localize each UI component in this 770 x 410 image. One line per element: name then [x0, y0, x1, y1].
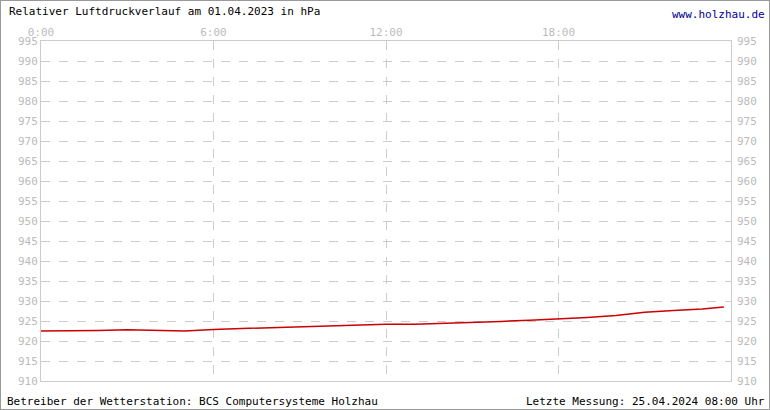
- svg-text:920: 920: [737, 335, 757, 348]
- svg-text:990: 990: [18, 55, 38, 68]
- svg-text:12:00: 12:00: [369, 26, 402, 39]
- svg-text:975: 975: [737, 115, 757, 128]
- svg-text:990: 990: [737, 55, 757, 68]
- svg-text:980: 980: [18, 95, 38, 108]
- svg-text:945: 945: [18, 235, 38, 248]
- svg-text:0:00: 0:00: [28, 26, 55, 39]
- svg-text:930: 930: [737, 295, 757, 308]
- svg-text:Relativer Luftdruckverlauf am: Relativer Luftdruckverlauf am 01.04.2023…: [9, 5, 320, 18]
- svg-text:985: 985: [737, 75, 757, 88]
- svg-text:965: 965: [18, 155, 38, 168]
- svg-text:915: 915: [18, 355, 38, 368]
- svg-text:945: 945: [737, 235, 757, 248]
- svg-text:940: 940: [18, 255, 38, 268]
- svg-text:935: 935: [737, 275, 757, 288]
- svg-text:940: 940: [737, 255, 757, 268]
- svg-text:925: 925: [737, 315, 757, 328]
- svg-text:970: 970: [18, 135, 38, 148]
- svg-text:955: 955: [18, 195, 38, 208]
- svg-text:965: 965: [737, 155, 757, 168]
- svg-text:960: 960: [737, 175, 757, 188]
- svg-text:935: 935: [18, 275, 38, 288]
- svg-text:975: 975: [18, 115, 38, 128]
- svg-text:920: 920: [18, 335, 38, 348]
- svg-text:950: 950: [737, 215, 757, 228]
- svg-text:955: 955: [737, 195, 757, 208]
- svg-text:www.holzhau.de: www.holzhau.de: [672, 8, 765, 21]
- svg-text:6:00: 6:00: [200, 26, 227, 39]
- svg-text:18:00: 18:00: [542, 26, 575, 39]
- svg-text:910: 910: [737, 375, 757, 388]
- svg-text:970: 970: [737, 135, 757, 148]
- svg-text:995: 995: [18, 35, 38, 48]
- svg-text:915: 915: [737, 355, 757, 368]
- svg-text:995: 995: [737, 35, 757, 48]
- svg-text:925: 925: [18, 315, 38, 328]
- svg-text:930: 930: [18, 295, 38, 308]
- svg-text:910: 910: [18, 375, 38, 388]
- svg-text:980: 980: [737, 95, 757, 108]
- svg-text:985: 985: [18, 75, 38, 88]
- svg-text:960: 960: [18, 175, 38, 188]
- svg-text:Betreiber der Wetterstation: B: Betreiber der Wetterstation: BCS Compute…: [7, 395, 378, 408]
- svg-text:950: 950: [18, 215, 38, 228]
- svg-text:Letzte Messung: 25.04.2024 08:: Letzte Messung: 25.04.2024 08:00 Uhr: [526, 395, 765, 408]
